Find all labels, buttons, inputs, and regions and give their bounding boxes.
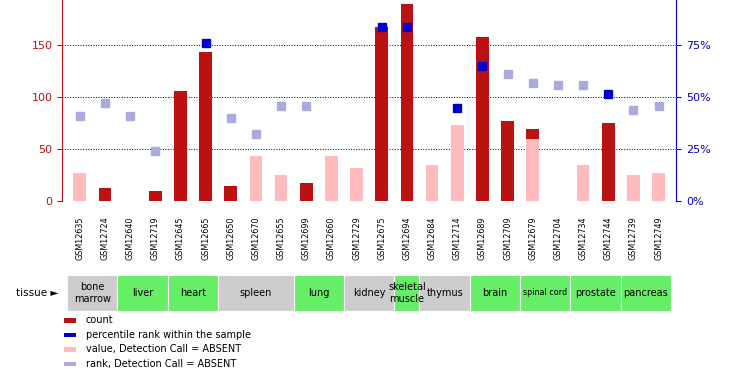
Bar	[218, 274, 294, 311]
Bar	[526, 139, 539, 201]
Bar	[526, 129, 539, 201]
Bar	[73, 173, 86, 201]
Bar	[401, 4, 413, 201]
Bar	[420, 274, 470, 311]
Text: brain: brain	[482, 288, 507, 298]
Text: GSM12724: GSM12724	[100, 216, 110, 260]
Bar	[275, 176, 287, 201]
Text: GSM12709: GSM12709	[503, 216, 512, 260]
Bar	[627, 176, 640, 201]
Text: GSM12635: GSM12635	[75, 216, 84, 260]
Bar	[425, 165, 439, 201]
Text: count: count	[86, 315, 113, 326]
Bar	[325, 156, 338, 201]
Text: GSM12694: GSM12694	[402, 216, 412, 260]
Bar	[294, 274, 344, 311]
Text: skeletal
muscle: skeletal muscle	[388, 282, 425, 304]
Bar	[602, 123, 615, 201]
Text: GSM12719: GSM12719	[151, 216, 160, 260]
Bar	[344, 274, 394, 311]
Text: GSM12699: GSM12699	[302, 216, 311, 260]
Bar	[300, 183, 313, 201]
Text: spleen: spleen	[240, 288, 272, 298]
Bar	[174, 91, 186, 201]
Text: percentile rank within the sample: percentile rank within the sample	[86, 330, 251, 340]
Bar	[577, 165, 589, 201]
Bar	[501, 121, 514, 201]
Bar	[476, 37, 489, 201]
Text: GSM12729: GSM12729	[352, 216, 361, 260]
Bar	[394, 274, 420, 311]
Text: pancreas: pancreas	[624, 288, 668, 298]
Text: GSM12684: GSM12684	[428, 216, 436, 260]
Text: GSM12660: GSM12660	[327, 216, 336, 260]
Text: GSM12640: GSM12640	[126, 216, 135, 260]
Bar	[451, 125, 463, 201]
Bar	[350, 168, 363, 201]
Bar	[64, 333, 76, 337]
Text: GSM12665: GSM12665	[201, 216, 210, 260]
Text: GSM12675: GSM12675	[377, 216, 386, 260]
Text: GSM12670: GSM12670	[251, 216, 260, 260]
Bar	[168, 274, 218, 311]
Text: kidney: kidney	[353, 288, 385, 298]
Bar	[376, 27, 388, 201]
Bar	[67, 274, 118, 311]
Text: liver: liver	[132, 288, 154, 298]
Text: heart: heart	[180, 288, 206, 298]
Text: value, Detection Call = ABSENT: value, Detection Call = ABSENT	[86, 345, 241, 354]
Bar	[570, 274, 621, 311]
Text: GSM12744: GSM12744	[604, 216, 613, 260]
Text: GSM12714: GSM12714	[452, 216, 462, 260]
Bar	[249, 156, 262, 201]
Text: GSM12650: GSM12650	[226, 216, 235, 260]
Bar	[621, 274, 671, 311]
Bar	[118, 274, 168, 311]
Text: GSM12655: GSM12655	[276, 216, 286, 260]
Bar	[200, 51, 212, 201]
Bar	[470, 274, 520, 311]
Bar	[149, 191, 162, 201]
Text: bone
marrow: bone marrow	[74, 282, 111, 304]
Text: rank, Detection Call = ABSENT: rank, Detection Call = ABSENT	[86, 359, 236, 369]
Text: GSM12704: GSM12704	[553, 216, 562, 260]
Bar	[99, 188, 111, 201]
Text: GSM12749: GSM12749	[654, 216, 663, 260]
Text: lung: lung	[308, 288, 330, 298]
Bar	[64, 362, 76, 366]
Bar	[224, 186, 237, 201]
Text: GSM12739: GSM12739	[629, 216, 638, 260]
Text: GSM12645: GSM12645	[176, 216, 185, 260]
Text: tissue ►: tissue ►	[16, 288, 58, 298]
Bar	[520, 274, 570, 311]
Text: GSM12734: GSM12734	[578, 216, 588, 260]
Text: spinal cord: spinal cord	[523, 288, 567, 297]
Text: thymus: thymus	[426, 288, 463, 298]
Text: GSM12679: GSM12679	[529, 216, 537, 260]
Bar	[64, 318, 76, 323]
Bar	[652, 173, 665, 201]
Bar	[64, 347, 76, 352]
Text: GSM12689: GSM12689	[478, 216, 487, 260]
Text: prostate: prostate	[575, 288, 616, 298]
